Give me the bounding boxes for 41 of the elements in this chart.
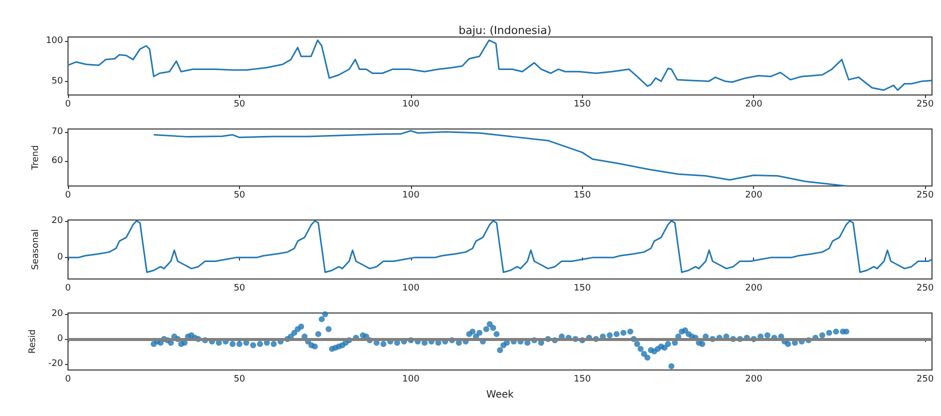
y-tick-label: 100 [46,36,64,46]
y-tick-label: 20 [52,309,64,320]
line-series [152,130,848,187]
x-tick-label: 0 [65,374,72,384]
y-tick-label: 60 [52,156,64,166]
x-axis-title: Week [486,390,514,400]
y-tick-label: 50 [52,76,64,86]
x-tick-label: 0 [65,100,72,110]
x-tick-label: 200 [745,100,763,110]
x-tick-label: 50 [234,374,246,384]
x-tick-label: 200 [745,284,763,294]
x-tick-label: 100 [402,190,420,200]
x-tick-label: 250 [916,284,934,294]
y-tick-label: -20 [48,358,64,369]
y-axis-title: Trend [31,145,42,171]
y-tick-label: 70 [52,126,64,137]
y-axis-title: Resid [28,329,38,354]
line-series [67,220,933,273]
x-tick-label: 0 [65,284,72,294]
x-tick-label: 150 [574,374,592,384]
x-tick-label: 0 [65,190,72,200]
x-tick-label: 100 [402,374,420,384]
x-tick-label: 250 [916,190,934,200]
x-tick-label: 100 [402,284,420,294]
x-tick-label: 200 [745,190,763,200]
x-tick-label: 200 [745,374,763,384]
x-tick-label: 150 [574,190,592,200]
line-series [67,39,933,91]
y-tick-label: 0 [57,334,64,344]
x-tick-label: 50 [234,190,246,200]
x-tick-label: 50 [234,284,246,294]
x-tick-label: 150 [574,100,592,110]
chart-title: baju: (Indonesia) [458,24,552,37]
x-tick-label: 50 [234,100,246,110]
y-axis-title: Seasonal [31,229,42,270]
y-tick-label: 0 [57,252,64,263]
x-tick-label: 100 [402,100,420,110]
x-tick-label: 250 [916,374,934,384]
x-tick-label: 250 [916,100,934,110]
y-tick-label: 20 [52,216,64,226]
x-tick-label: 150 [574,284,592,294]
